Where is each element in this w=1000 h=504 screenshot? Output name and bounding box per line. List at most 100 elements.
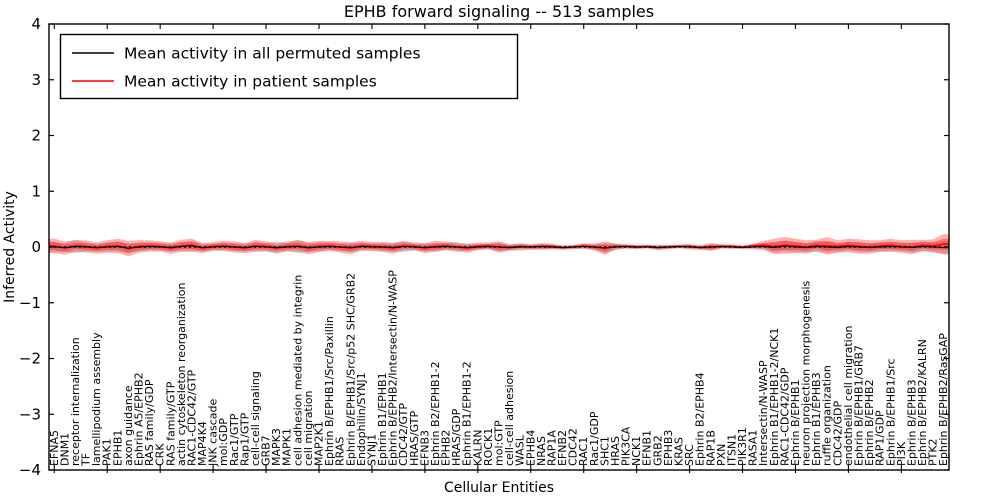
x-tick-label: RAP1A [545, 430, 558, 466]
x-tick-label: receptor internalization [69, 337, 82, 466]
x-tick-label: cell-cell adhesion [503, 371, 516, 466]
legend: Mean activity in all permuted samples Me… [59, 33, 519, 100]
plot-border [48, 23, 950, 471]
y-tick-label: −3 [19, 405, 41, 423]
x-tick-label: ITSN1 [725, 434, 738, 466]
x-tick-label: CRK [154, 443, 167, 466]
x-tick-label: PIK3R1 [736, 427, 749, 466]
x-tick-label: actin cytoskeleton reorganization [175, 282, 188, 466]
y-tick-label: −4 [19, 461, 41, 479]
x-tick-label: Ephrin B/EPHB2/Intersectin/N-WASP [387, 270, 400, 466]
x-tick-label: Ephrin B/EPHB2 [863, 379, 876, 466]
x-tick-label: Ephrin B1/EPHB1 [376, 372, 389, 466]
x-tick-label: HRAS/GDP [450, 408, 463, 466]
x-tick-label: cell-cell signaling [249, 371, 262, 466]
x-tick-label: PAK1 [101, 438, 114, 466]
x-tick-label: DNM1 [58, 433, 71, 466]
x-tick-label: RAS family/GTP [164, 381, 177, 466]
x-tick-label: Ephrin B1/EPHB1-2 [461, 361, 474, 466]
x-tick-label: Ephrin A5/EPHB2 [133, 372, 146, 466]
x-tick-label: MAPK3 [270, 428, 283, 466]
x-tick-label: Ephrin B/EPHB1/Src [884, 358, 897, 466]
x-tick-label: SYNJ1 [365, 434, 378, 466]
x-tick-label: Ephrin B/EPHB3 [905, 379, 918, 466]
x-tick-label: GRB2 [651, 435, 664, 466]
x-tick-label: PIK3CA [620, 426, 633, 466]
x-tick-label: RRAS [334, 437, 347, 466]
x-tick-label: HRAS [609, 436, 622, 466]
x-tick-label: TF [80, 453, 93, 467]
x-tick-label: axon guidance [122, 385, 135, 466]
x-tick-label: EFNA5 [48, 430, 61, 466]
x-tick-label: Ephrin B/EPHB1 [789, 379, 802, 466]
x-tick-label: PXN [715, 444, 728, 466]
legend-entry-patient: Mean activity in patient samples [72, 73, 377, 91]
x-tick-label: Ephrin B2/EPHB4 [694, 372, 707, 466]
x-tick-label: EPHB4 [524, 430, 537, 466]
patient-band [49, 234, 949, 257]
x-tick-label: RAP1/GDP [874, 410, 887, 466]
x-tick-label: Intersectin/N-WASP [757, 360, 770, 466]
x-tick-label: neuron projection morphogenesis [800, 280, 813, 466]
x-tick-label: EPHB1 [111, 430, 124, 466]
x-tick-label: WASL [514, 434, 527, 466]
legend-box [59, 33, 519, 100]
x-tick-label: RAP1B [704, 430, 717, 466]
x-tick-label: GRB7 [260, 435, 273, 466]
x-tick-label: lamellipodium assembly [90, 332, 103, 466]
x-tick-label: Rap1/GTP [238, 412, 251, 466]
x-tick-label: SHC1 [598, 436, 611, 466]
x-tick-label: endothelial cell migration [842, 326, 855, 466]
x-tick-label: cell adhesion mediated by integrin [291, 275, 304, 466]
x-tick-label: Rac1/GDP [588, 411, 601, 466]
x-tick-label: Ephrin B/EPHB1/Src/p52 SHC/GRB2 [344, 273, 357, 466]
x-tick-label: PI3K [895, 441, 908, 466]
x-tick-label: Ephrin B/EPHB1/Src/Paxillin [323, 316, 336, 466]
x-tick-label: EFNB1 [641, 430, 654, 466]
x-tick-label: KRAS [673, 437, 686, 466]
x-tick-label: Ephrin B/EPHB2/KALRN [916, 339, 929, 466]
x-tick-label: MAP2K1 [313, 421, 326, 466]
x-tick-label: RAC1-CDC42/GDP [778, 367, 791, 466]
legend-label-permuted: Mean activity in all permuted samples [124, 45, 421, 63]
x-tick-label: HRAS/GTP [408, 410, 421, 466]
y-tick-label: 3 [31, 71, 41, 89]
legend-entry-permuted: Mean activity in all permuted samples [72, 45, 421, 63]
x-tick-label: RAS family/GDP [143, 379, 156, 466]
y-tick-label: 1 [31, 182, 41, 200]
y-tick-label: 0 [31, 238, 41, 256]
y-tick-label: 2 [31, 127, 41, 145]
legend-label-patient: Mean activity in patient samples [124, 73, 377, 91]
x-tick-label: KALRN [471, 429, 484, 466]
x-tick-label: NRAS [535, 436, 548, 466]
x-tick-label: ruffle organization [821, 365, 834, 466]
x-tick-label: mol:GDP [217, 418, 230, 466]
patient-band-core [49, 238, 949, 253]
x-tick-label: EPHB2 [440, 430, 453, 466]
x-tick-label: MAP4K4 [196, 421, 209, 466]
x-tick-label: EFNB3 [418, 430, 431, 466]
x-tick-label: Ephrin B/EPHB2/RasGAP [937, 333, 950, 466]
x-tick-label: MAPK1 [281, 428, 294, 466]
x-tick-label: EFNB2 [556, 430, 569, 466]
x-tick-label: SRC [683, 444, 696, 466]
x-tick-label: EPHB3 [662, 430, 675, 466]
y-tick-label: 4 [31, 15, 41, 33]
x-tick-label: Endophilin/SYNJ1 [355, 372, 368, 466]
x-tick-label: ROCK1 [482, 428, 495, 466]
y-tick-label: −1 [19, 294, 41, 312]
x-tick-label: RAC1-CDC42/GTP [185, 369, 198, 466]
x-tick-label: cell migration [302, 390, 315, 466]
x-tick-label: Ephrin B1/EPHB1-2/NCK1 [768, 328, 781, 466]
x-tick-label: JNK cascade [207, 399, 220, 467]
x-tick-label: RAC1 [577, 437, 590, 466]
x-tick-label: Rac1/GTP [228, 413, 241, 466]
x-tick-label: RASA1 [747, 430, 760, 466]
x-tick-label: NCK1 [630, 436, 643, 466]
x-tick-label: CDC42/GTP [397, 403, 410, 466]
x-tick-label: mol:GTP [493, 420, 506, 466]
x-tick-label: PTK2 [927, 438, 940, 466]
